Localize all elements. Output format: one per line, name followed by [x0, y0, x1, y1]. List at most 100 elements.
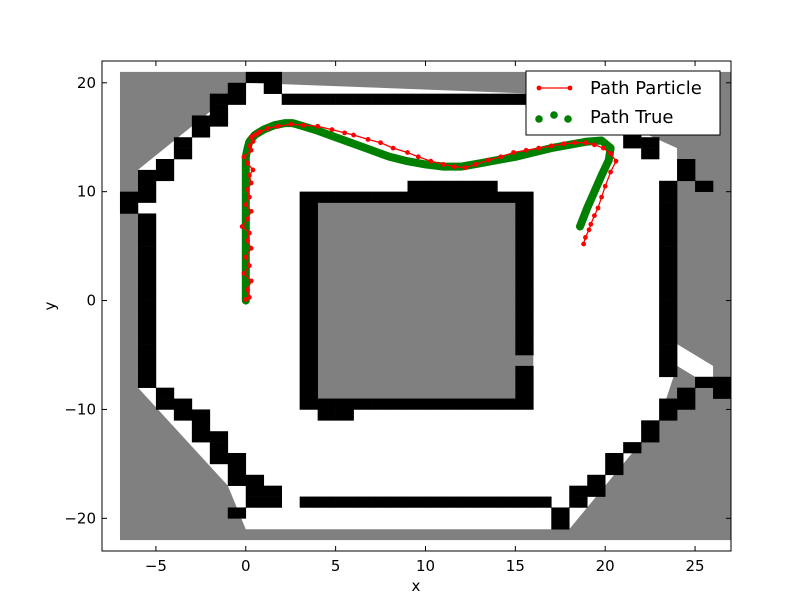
- map-occupied-cell: [137, 322, 157, 334]
- map-occupied-cell: [659, 267, 678, 280]
- path-particle-point: [246, 143, 252, 149]
- map-occupied-cell: [137, 376, 157, 388]
- path-true-point: [598, 171, 606, 179]
- map-occupied-cell: [425, 93, 444, 105]
- y-tick-label: 10: [77, 183, 96, 201]
- path-particle-point: [250, 167, 256, 173]
- path-particle-point: [602, 183, 608, 189]
- map-occupied-cell: [641, 420, 660, 432]
- path-true-point: [242, 209, 250, 217]
- map-occupied-cell: [443, 93, 462, 105]
- map-occupied-cell: [137, 169, 157, 182]
- x-tick-label: 20: [596, 557, 615, 575]
- y-tick-label: −20: [64, 509, 96, 527]
- x-axis-label: x: [412, 577, 421, 595]
- map-occupied-cell: [425, 496, 444, 508]
- map-occupied-cell: [461, 180, 480, 192]
- y-tick-label: 20: [77, 74, 96, 92]
- map-occupied-cell: [659, 322, 678, 334]
- legend-swatch-true-dot: [535, 115, 543, 123]
- map-occupied-cell: [335, 496, 354, 508]
- path-particle-point: [592, 142, 597, 148]
- path-particle-point: [241, 154, 247, 160]
- map-occupied-cell: [137, 289, 157, 301]
- path-particle-point: [498, 154, 504, 160]
- map-occupied-cell: [245, 485, 265, 497]
- x-tick-label: −5: [145, 557, 167, 575]
- path-true-point: [421, 160, 429, 168]
- map-occupied-cell: [569, 496, 588, 508]
- legend-frame: [525, 70, 721, 136]
- legend-label: Path True: [590, 107, 674, 128]
- map-occupied-cell: [425, 398, 444, 410]
- map-occupied-cell: [245, 474, 265, 486]
- map-occupied-cell: [281, 93, 300, 105]
- map-occupied-cell: [317, 398, 336, 410]
- path-true-point: [404, 157, 412, 165]
- path-particle-point: [246, 294, 252, 300]
- map-occupied-cell: [155, 169, 175, 182]
- map-occupied-cell: [209, 431, 229, 443]
- map-occupied-cell: [299, 191, 318, 203]
- map-occupied-cell: [695, 180, 714, 192]
- map-occupied-cell: [119, 202, 139, 214]
- map-occupied-cell: [137, 344, 157, 356]
- path-particle-point: [428, 158, 434, 164]
- map-occupied-cell: [389, 191, 408, 203]
- map-occupied-cell: [677, 159, 696, 171]
- path-particle-point: [239, 224, 245, 229]
- map-occupied-cell: [659, 300, 678, 312]
- map-occupied-cell: [659, 202, 678, 214]
- path-particle-point: [342, 130, 348, 136]
- map-occupied-cell: [659, 365, 678, 378]
- map-occupied-cell: [191, 420, 211, 432]
- path-particle-point: [441, 162, 446, 167]
- map-occupied-cell: [443, 398, 462, 410]
- path-particle-point: [462, 165, 468, 171]
- path-particle-point: [245, 187, 250, 192]
- path-particle-point: [536, 145, 542, 151]
- path-particle-point: [378, 140, 383, 146]
- legend: Path Particle Path True: [525, 70, 721, 136]
- map-occupied-cell: [371, 398, 390, 410]
- map-occupied-cell: [173, 148, 193, 160]
- map-occupied-cell: [299, 355, 318, 367]
- path-true-point: [576, 223, 584, 231]
- path-true-point: [529, 148, 537, 156]
- map-occupied-cell: [245, 71, 265, 84]
- map-occupied-cell: [209, 93, 229, 105]
- map-occupied-cell: [515, 333, 534, 345]
- map-occupied-cell: [191, 431, 211, 443]
- map-occupied-cell: [137, 333, 157, 345]
- map-occupied-cell: [677, 387, 696, 399]
- map-occupied-cell: [641, 137, 660, 149]
- path-particle-point: [592, 213, 597, 219]
- map-occupied-cell: [299, 278, 318, 290]
- map-occupied-cell: [515, 322, 534, 334]
- map-occupied-cell: [659, 257, 678, 269]
- path-particle-point: [405, 150, 410, 155]
- map-occupied-cell: [155, 387, 175, 399]
- map-occupied-cell: [227, 453, 247, 465]
- path-particle-point: [599, 194, 605, 200]
- map-occupied-cell: [317, 191, 336, 203]
- path-true-point: [242, 275, 250, 283]
- map-occupied-cell: [299, 398, 318, 410]
- path-true-point: [386, 153, 394, 161]
- path-particle-point: [572, 140, 578, 146]
- map-occupied-cell: [479, 93, 498, 105]
- map-occupied-cell: [155, 398, 175, 410]
- path-particle-point: [248, 245, 254, 251]
- legend-swatch-true-dot: [564, 115, 572, 123]
- legend-swatch-particle-dot: [536, 85, 542, 91]
- map-occupied-cell: [515, 376, 534, 388]
- map-occupied-cell: [353, 93, 372, 105]
- path-particle-point: [548, 143, 554, 149]
- path-particle-point: [243, 297, 249, 302]
- map-occupied-cell: [263, 71, 283, 84]
- path-particle-point: [300, 122, 306, 128]
- path-particle-point: [451, 164, 457, 170]
- map-occupied-cell: [137, 300, 157, 312]
- map-occupied-cell: [479, 180, 498, 192]
- path-particle-point: [245, 160, 250, 166]
